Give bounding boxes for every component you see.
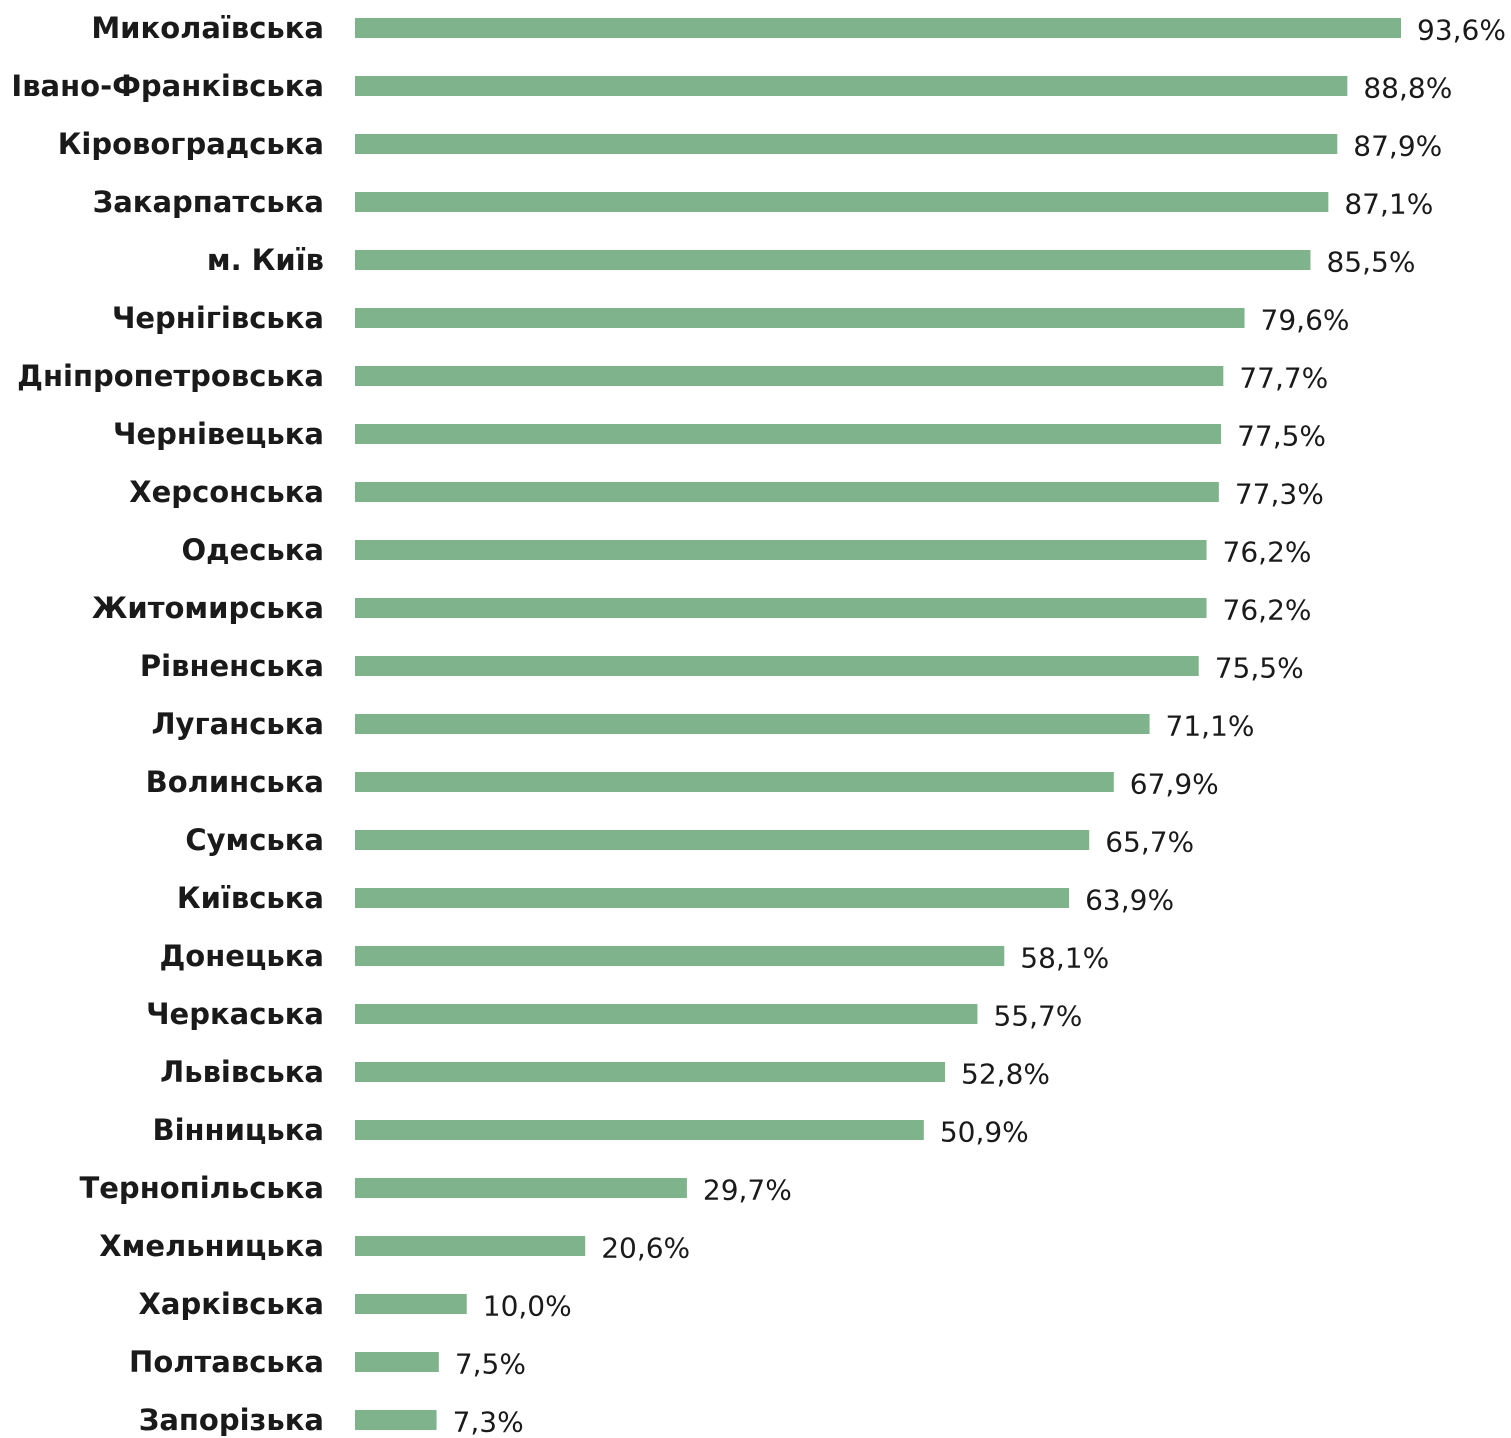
category-label: Кіровоградська [58,127,324,161]
bar [355,1004,978,1024]
category-label: м. Київ [207,243,324,277]
value-label: 85,5% [1326,246,1415,279]
category-label: Івано-Франківська [11,69,324,103]
bar [355,830,1090,850]
category-label: Тернопільська [79,1171,324,1205]
bar [355,714,1150,734]
category-label: Рівненська [140,649,324,683]
category-labels: Миколаївська Івано-Франківська Кіровоградс… [11,11,324,1437]
category-label: Вінницька [152,1113,324,1147]
bar [355,772,1114,792]
value-label: 71,1% [1166,710,1255,743]
category-label: Луганська [151,707,324,741]
category-label: Сумська [185,823,324,857]
value-label: 77,3% [1235,478,1324,511]
value-label: 52,8% [961,1058,1050,1091]
bars [355,18,1401,1430]
category-label: Чернівецька [113,417,324,451]
value-label: 76,2% [1223,594,1312,627]
bar [355,888,1070,908]
bar [355,656,1199,676]
value-label: 29,7% [703,1174,792,1207]
category-label: Хмельницька [99,1229,324,1263]
bar [355,18,1401,38]
value-label: 93,6% [1417,14,1506,47]
value-label: 77,5% [1237,420,1326,453]
value-label: 65,7% [1105,826,1194,859]
value-label: 79,6% [1261,304,1350,337]
bar [355,540,1207,560]
category-label: Одеська [181,533,324,567]
value-label: 88,8% [1363,72,1452,105]
bar [355,134,1338,154]
value-label: 58,1% [1020,942,1109,975]
category-label: Закарпатська [93,185,324,219]
bar [355,482,1219,502]
value-label: 87,9% [1353,130,1442,163]
value-labels: 93,6% 88,8% 87,9% 87,1% 85,5% 79,6% 77,7% 77,5%… [453,14,1506,1438]
category-label: Херсонська [129,475,324,509]
value-label: 50,9% [940,1116,1029,1149]
category-label: Київська [177,881,324,915]
category-label: Донецька [159,939,324,973]
bar [355,1294,467,1314]
category-label: Чернігівська [112,301,324,335]
category-label: Волинська [146,765,324,799]
bar [355,1120,924,1140]
value-label: 20,6% [601,1232,690,1265]
category-label: Миколаївська [91,11,324,45]
value-label: 63,9% [1085,884,1174,917]
value-label: 75,5% [1215,652,1304,685]
value-label: 76,2% [1223,536,1312,569]
bar [355,308,1245,328]
bar [355,76,1348,96]
bar [355,1236,586,1256]
bar [355,1410,437,1430]
category-label: Запорізька [139,1403,324,1437]
bar [355,1352,439,1372]
bar [355,946,1005,966]
bar [355,192,1329,212]
bar [355,1062,946,1082]
value-label: 67,9% [1130,768,1219,801]
bar [355,250,1311,270]
bar [355,366,1224,386]
value-label: 55,7% [993,1000,1082,1033]
category-label: Полтавська [129,1345,324,1379]
category-label: Черкаська [146,997,324,1031]
value-label: 77,7% [1239,362,1328,395]
bar [355,1178,687,1198]
category-label: Дніпропетровська [17,359,324,393]
category-label: Житомирська [92,591,324,625]
value-label: 7,3% [453,1406,524,1438]
value-label: 7,5% [455,1348,526,1381]
category-label: Львівська [160,1055,324,1089]
value-label: 87,1% [1344,188,1433,221]
value-label: 10,0% [483,1290,572,1323]
bar [355,424,1222,444]
category-label: Харківська [139,1287,324,1321]
bar [355,598,1207,618]
